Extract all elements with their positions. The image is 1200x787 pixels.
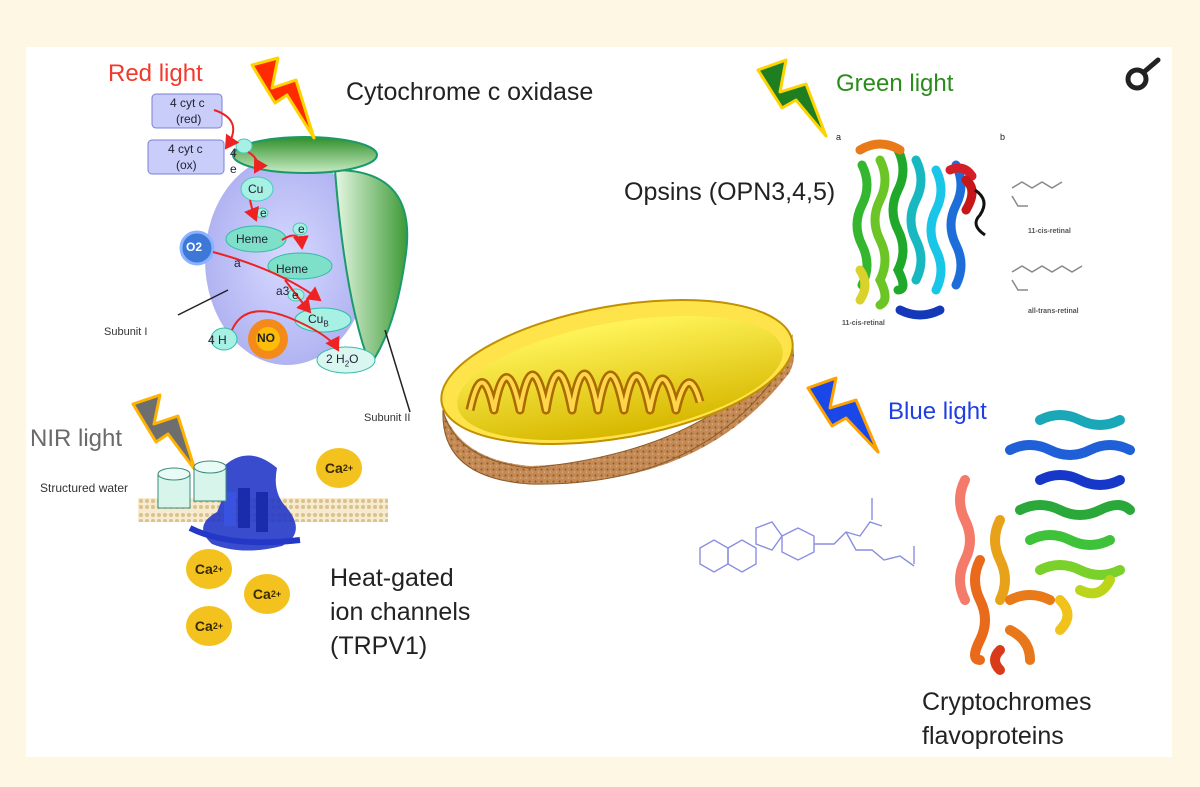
ion-channels-label: Heat-gated ion channels (TRPV1) bbox=[330, 562, 470, 663]
electron-label-2: e bbox=[260, 206, 267, 220]
cryptochrome-structure bbox=[955, 410, 1135, 675]
subunit-2-label: Subunit II bbox=[364, 412, 411, 424]
cyt-red-line1: 4 cyt c bbox=[170, 96, 205, 110]
heme-a-sub: a bbox=[234, 256, 241, 270]
calcium-ion: Ca 2+ bbox=[316, 448, 362, 488]
red-light-label: Red light bbox=[108, 60, 203, 87]
heme-a3-sub: a3 bbox=[276, 284, 290, 298]
opsin-trans: all-trans-retinal bbox=[1028, 308, 1079, 315]
electron-label-4: e bbox=[292, 288, 299, 302]
electron-label-1: e bbox=[230, 162, 237, 176]
blue-light-label: Blue light bbox=[888, 398, 987, 425]
red-bolt-icon bbox=[250, 56, 316, 140]
green-bolt-icon bbox=[756, 58, 828, 138]
opsin-cis-right: 11-cis-retinal bbox=[1028, 228, 1071, 235]
flavin-structure bbox=[699, 498, 915, 573]
heme-a-label: Heme bbox=[236, 232, 269, 246]
corner-magnifier-button[interactable] bbox=[1114, 46, 1172, 104]
cryptochromes-line2: flavoproteins bbox=[922, 721, 1064, 750]
calcium-ion: Ca 2+ bbox=[186, 549, 232, 589]
green-light-label: Green light bbox=[836, 70, 954, 97]
electron-label-3: e bbox=[298, 222, 305, 236]
subunit-1-label: Subunit I bbox=[104, 326, 148, 338]
electron-count: 4 bbox=[230, 146, 237, 160]
no-label: NO bbox=[257, 331, 275, 345]
structured-water-cylinders bbox=[157, 460, 227, 509]
cco-complex bbox=[147, 93, 411, 413]
nir-light-label: NIR light bbox=[30, 425, 123, 452]
opsins-label: Opsins (OPN3,4,5) bbox=[624, 178, 836, 206]
blue-bolt-icon bbox=[806, 376, 880, 454]
ion-channels-line3: (TRPV1) bbox=[330, 631, 428, 660]
nir-bolt-icon bbox=[131, 393, 197, 472]
cryptochromes-line1: Cryptochromes bbox=[922, 688, 1092, 716]
opsin-panel-a: a bbox=[836, 132, 842, 142]
opsin-panel-b: b bbox=[1000, 132, 1006, 142]
cyt-ox-line1: 4 cyt c bbox=[168, 142, 203, 156]
ion-channels-line1: Heat-gated bbox=[330, 564, 454, 592]
magnifier-icon bbox=[1125, 57, 1161, 91]
cu-a-label: Cu bbox=[248, 182, 264, 196]
opsin-cis-left: 11-cis-retinal bbox=[842, 320, 885, 327]
ion-channels-line2: ion channels bbox=[330, 597, 471, 626]
calcium-ion: Ca 2+ bbox=[244, 574, 290, 614]
calcium-ion: Ca 2+ bbox=[186, 606, 232, 646]
structured-water-label: Structured water bbox=[40, 481, 129, 495]
proton-label: 4 H bbox=[208, 333, 227, 347]
cub-label: CuB bbox=[308, 312, 329, 329]
mitochondrion bbox=[440, 299, 794, 485]
opsin-structure bbox=[852, 139, 1083, 320]
cryptochromes-label: Cryptochromes flavoproteins bbox=[922, 686, 1092, 754]
o2-label: O2 bbox=[186, 240, 203, 254]
cyt-red-line2: (red) bbox=[176, 112, 202, 126]
heme-a3-label: Heme bbox=[276, 262, 309, 276]
cco-label: Cytochrome c oxidase bbox=[346, 78, 594, 106]
cyt-ox-line2: (ox) bbox=[176, 158, 197, 172]
water-label: 2 H2O bbox=[326, 352, 359, 369]
